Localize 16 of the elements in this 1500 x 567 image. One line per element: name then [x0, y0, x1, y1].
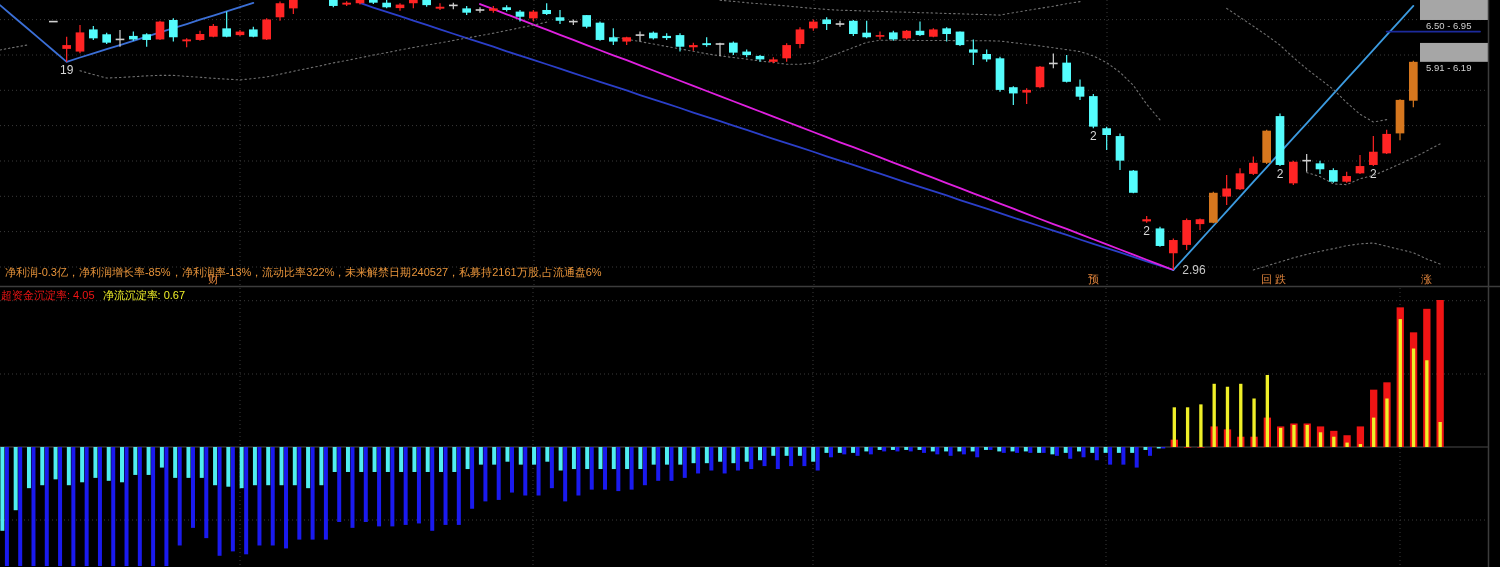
value-label: 2.96: [1182, 263, 1206, 277]
category-label: 预: [1087, 273, 1099, 285]
band-label: 5.91 - 6.19: [1426, 62, 1472, 74]
value-label: 19: [60, 62, 74, 77]
value-label: 2: [1370, 167, 1377, 182]
value-label: 2: [1143, 223, 1150, 238]
band-label: 6.50 - 6.95: [1426, 20, 1472, 32]
band: 6.50 - 6.95: [1420, 0, 1488, 32]
value-label: 2: [1276, 167, 1284, 182]
category-label: 涨: [1421, 273, 1433, 285]
category-label: 回: [1261, 273, 1273, 285]
series-name: 净流沉淀率: 0.67: [102, 289, 186, 301]
series-name: 超资金沉淀率: 4.05: [1, 289, 95, 301]
category-label: 跌: [1274, 273, 1286, 285]
band: 5.91 - 6.19: [1420, 42, 1488, 74]
value-label: 2: [1090, 129, 1097, 144]
